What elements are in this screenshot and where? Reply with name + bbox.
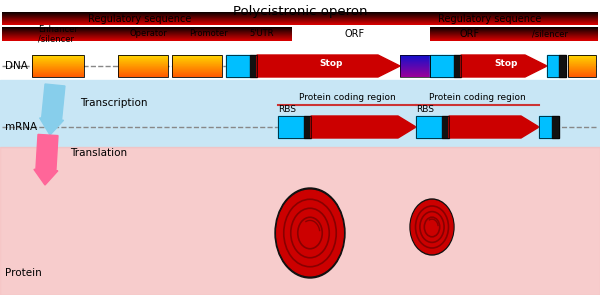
Bar	[250, 55, 257, 77]
Bar	[172, 55, 222, 77]
FancyArrow shape	[257, 55, 400, 77]
Text: Translation: Translation	[70, 148, 127, 158]
FancyArrow shape	[34, 135, 58, 185]
FancyArrow shape	[311, 116, 416, 138]
Text: mRNA: mRNA	[5, 122, 37, 132]
Bar	[559, 55, 566, 77]
Bar	[226, 55, 257, 77]
Bar	[430, 55, 442, 77]
Ellipse shape	[277, 190, 343, 276]
Text: RBS: RBS	[416, 105, 434, 114]
Bar	[547, 55, 559, 77]
Bar	[442, 116, 449, 138]
Bar	[429, 116, 442, 138]
Text: ORF: ORF	[345, 29, 365, 39]
Bar	[430, 55, 461, 77]
Ellipse shape	[307, 229, 314, 237]
FancyArrow shape	[40, 84, 65, 135]
Ellipse shape	[411, 200, 453, 254]
Bar	[539, 116, 552, 138]
Bar	[416, 116, 429, 138]
Text: 5'UTR: 5'UTR	[250, 30, 274, 39]
Bar	[238, 55, 250, 77]
Bar	[32, 55, 84, 77]
Bar	[568, 55, 596, 77]
Bar	[0, 80, 600, 147]
Bar	[0, 147, 600, 295]
Bar	[304, 116, 311, 138]
Bar	[0, 0, 600, 80]
Bar	[400, 55, 430, 77]
Text: Promoter: Promoter	[188, 30, 227, 39]
Bar	[226, 55, 238, 77]
Text: Transcription: Transcription	[80, 98, 148, 108]
Text: RBS: RBS	[278, 105, 296, 114]
Ellipse shape	[275, 188, 345, 278]
Bar	[416, 116, 449, 138]
Ellipse shape	[430, 224, 434, 230]
Text: DNA: DNA	[5, 61, 28, 71]
Bar	[454, 55, 461, 77]
Bar	[442, 55, 454, 77]
Text: Enhancer
/silencer: Enhancer /silencer	[38, 25, 78, 43]
Text: Protein: Protein	[5, 268, 42, 278]
Bar	[547, 55, 566, 77]
Text: Protein coding region: Protein coding region	[429, 93, 526, 102]
Text: Stop: Stop	[320, 60, 343, 68]
Bar	[278, 116, 291, 138]
Text: Regulatory sequence: Regulatory sequence	[439, 14, 542, 24]
Text: Polycistronic operon: Polycistronic operon	[233, 5, 367, 18]
Text: /silencer: /silencer	[532, 30, 568, 39]
Bar	[552, 116, 559, 138]
Text: Protein coding region: Protein coding region	[299, 93, 395, 102]
Text: Stop: Stop	[494, 60, 517, 68]
Ellipse shape	[410, 199, 454, 255]
FancyArrow shape	[449, 116, 539, 138]
FancyArrow shape	[461, 55, 547, 77]
Bar	[278, 116, 311, 138]
Bar	[118, 55, 168, 77]
Bar	[539, 116, 559, 138]
Text: Operator: Operator	[129, 30, 167, 39]
Text: Regulatory sequence: Regulatory sequence	[88, 14, 191, 24]
Text: ORF: ORF	[460, 29, 480, 39]
Bar	[291, 116, 304, 138]
